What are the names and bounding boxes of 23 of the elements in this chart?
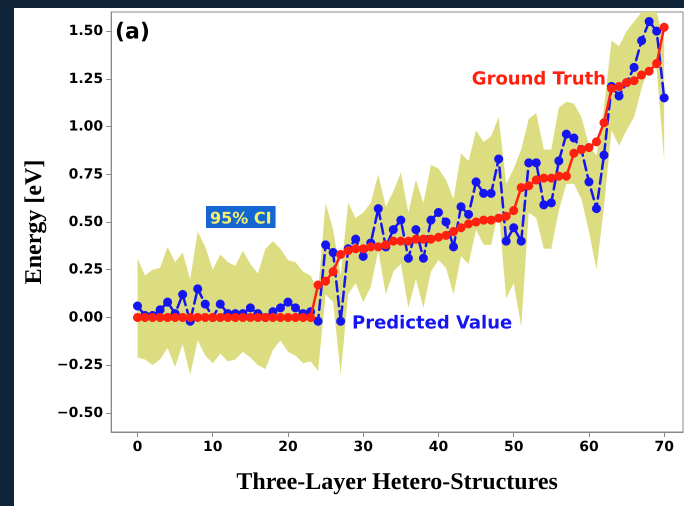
x-tick-label: 10 bbox=[203, 439, 223, 455]
x-tick-label: 0 bbox=[132, 439, 143, 455]
x-tick-label: 50 bbox=[504, 439, 524, 455]
y-tick-label: 0.00 bbox=[68, 309, 104, 326]
x-tick-label: 20 bbox=[278, 439, 298, 455]
y-tick-label: 0.25 bbox=[68, 262, 104, 278]
x-tick-label: 60 bbox=[579, 439, 599, 455]
x-tick-label: 70 bbox=[654, 439, 674, 455]
x-tick-label: 30 bbox=[353, 439, 374, 455]
y-tick-label: 0.50 bbox=[68, 214, 104, 230]
y-tick-label: −0.50 bbox=[56, 404, 104, 421]
y-tick-label: 0.75 bbox=[68, 166, 104, 182]
y-tick-label: 1.00 bbox=[68, 118, 104, 135]
series-label: Ground Truth bbox=[472, 68, 606, 90]
series-label: Predicted Value bbox=[352, 312, 512, 334]
y-axis-title: Energy [eV] bbox=[21, 160, 47, 284]
y-tick-label: −0.25 bbox=[56, 357, 104, 374]
x-axis-title: Three-Layer Hetero-Structures bbox=[236, 469, 558, 495]
annotation: 95% CI bbox=[210, 208, 272, 228]
y-tick-label: 1.50 bbox=[68, 23, 104, 40]
y-tick-label: 1.25 bbox=[68, 70, 104, 87]
x-tick-label: 40 bbox=[428, 439, 448, 455]
chart-title: (a) bbox=[115, 20, 150, 44]
